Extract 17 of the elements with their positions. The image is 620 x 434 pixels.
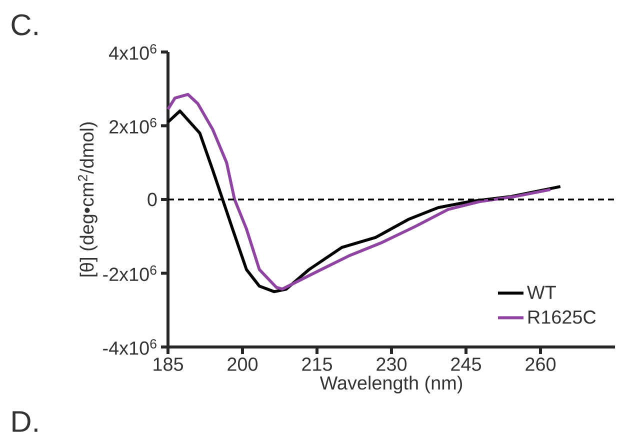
y-tick-label: -2x10$^{6}$ <box>103 265 156 282</box>
y-tick-label: 0 <box>148 192 157 206</box>
y-tick-label: -4x10$^{6}$ <box>103 339 156 355</box>
y-axis-title: [θ] (deg•cm$^{2}$/dmol) <box>78 122 98 276</box>
x-tick-label: 200 <box>228 358 258 371</box>
x-axis-title: Wavelength (nm) <box>320 376 462 394</box>
y-tick-label: 4x10$^{6}$ <box>109 44 156 60</box>
text: D. <box>12 411 38 432</box>
x-tick-label: 215 <box>302 358 332 371</box>
legend-label: R1625C <box>528 310 596 324</box>
x-tick-label: 185 <box>154 358 183 371</box>
x-tick-label: 245 <box>451 358 481 371</box>
x-tick-label: 260 <box>526 358 556 371</box>
x-tick-label: 230 <box>376 358 407 371</box>
legend-label: WT <box>527 286 556 299</box>
text: C. <box>12 14 38 36</box>
y-tick-label: 2x10$^{6}$ <box>110 118 156 134</box>
